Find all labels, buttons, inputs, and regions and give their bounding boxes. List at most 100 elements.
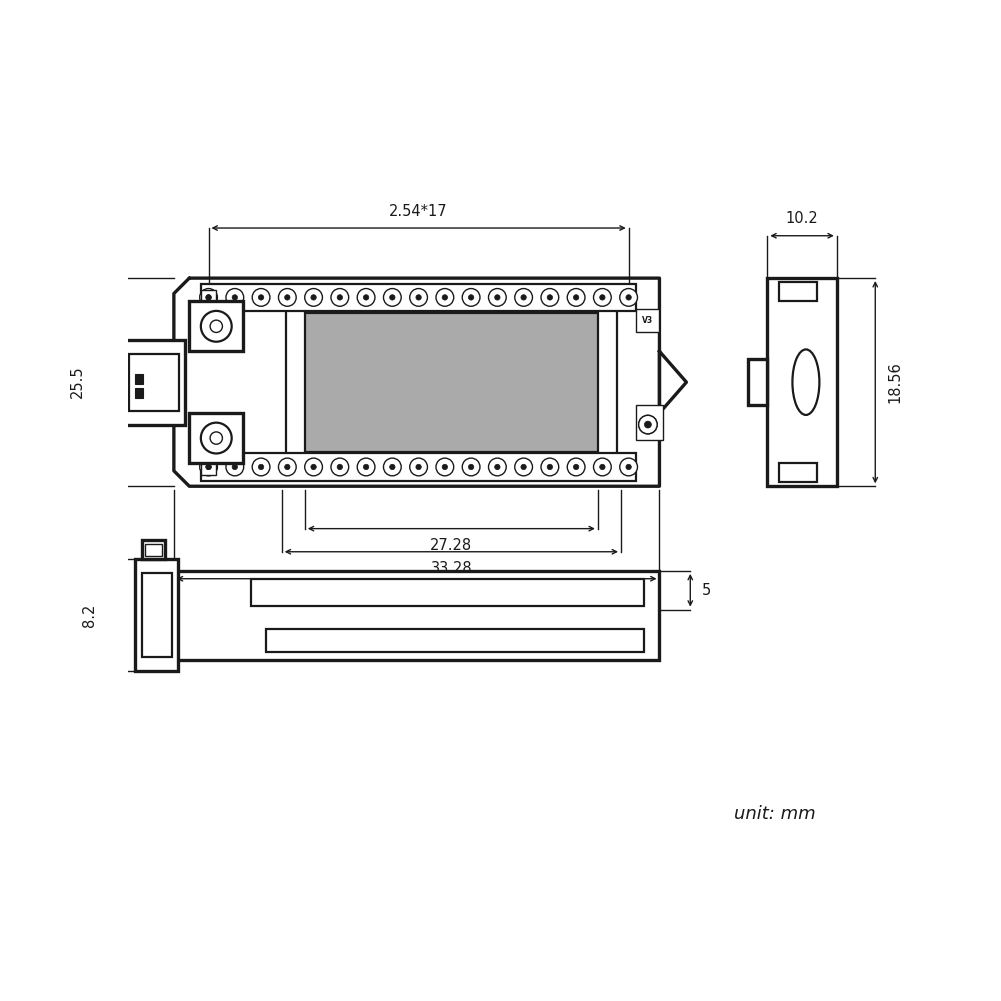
Bar (266, 629, 644, 652)
Polygon shape (174, 278, 660, 486)
Circle shape (415, 294, 421, 300)
Circle shape (645, 421, 652, 428)
Circle shape (600, 294, 605, 300)
Circle shape (409, 458, 427, 475)
Circle shape (206, 294, 211, 300)
Circle shape (442, 464, 447, 469)
Circle shape (468, 464, 473, 469)
Circle shape (541, 288, 559, 306)
Circle shape (284, 294, 290, 300)
Circle shape (462, 458, 479, 475)
Text: V3: V3 (643, 316, 654, 325)
Circle shape (436, 288, 453, 306)
Circle shape (568, 288, 585, 306)
Circle shape (639, 415, 657, 433)
Circle shape (515, 288, 533, 306)
Text: unit: mm: unit: mm (735, 805, 816, 823)
Bar (251, 579, 644, 606)
Circle shape (620, 288, 638, 306)
Text: 50.2: 50.2 (400, 588, 433, 603)
Bar (141, 541, 164, 560)
Text: 10.2: 10.2 (786, 211, 819, 226)
Circle shape (594, 288, 612, 306)
Circle shape (337, 464, 342, 469)
Bar (201, 283, 637, 311)
Bar (637, 309, 660, 332)
Circle shape (521, 464, 527, 469)
Circle shape (383, 458, 401, 475)
Circle shape (206, 464, 211, 469)
Circle shape (462, 288, 479, 306)
Circle shape (548, 464, 553, 469)
Circle shape (515, 458, 533, 475)
Bar (748, 359, 768, 405)
Bar (174, 571, 660, 660)
Bar (201, 453, 637, 480)
Circle shape (363, 464, 368, 469)
Bar (637, 405, 664, 440)
Circle shape (252, 458, 270, 475)
Circle shape (639, 415, 657, 433)
Bar (135, 560, 178, 672)
Circle shape (226, 458, 243, 475)
Bar (189, 301, 243, 351)
Polygon shape (660, 351, 687, 413)
Bar (144, 545, 161, 556)
Bar (779, 282, 818, 301)
Bar (201, 459, 216, 474)
Circle shape (626, 294, 632, 300)
Circle shape (620, 458, 638, 475)
Circle shape (415, 464, 421, 469)
Text: 5: 5 (702, 583, 711, 598)
Circle shape (600, 464, 605, 469)
Circle shape (331, 288, 348, 306)
Circle shape (574, 294, 579, 300)
Circle shape (541, 458, 559, 475)
Circle shape (357, 458, 375, 475)
Circle shape (311, 294, 316, 300)
Circle shape (548, 294, 553, 300)
Text: 27.28: 27.28 (430, 538, 472, 553)
Circle shape (494, 464, 500, 469)
Bar (135, 374, 143, 383)
Bar (129, 353, 179, 410)
Circle shape (206, 294, 211, 300)
Circle shape (363, 294, 368, 300)
Circle shape (258, 464, 264, 469)
Text: 18.56: 18.56 (887, 361, 902, 403)
Text: 25.5: 25.5 (70, 366, 85, 398)
Bar (285, 301, 617, 463)
Circle shape (201, 311, 231, 341)
Circle shape (252, 288, 270, 306)
Circle shape (304, 288, 322, 306)
Circle shape (389, 294, 395, 300)
Circle shape (258, 294, 264, 300)
Circle shape (304, 458, 322, 475)
Circle shape (521, 294, 527, 300)
Bar (135, 388, 143, 397)
Bar (305, 312, 598, 451)
Circle shape (199, 288, 217, 306)
Text: 2.54*17: 2.54*17 (389, 204, 447, 219)
Circle shape (278, 288, 296, 306)
Circle shape (383, 288, 401, 306)
Circle shape (389, 464, 395, 469)
Circle shape (494, 294, 500, 300)
Bar (779, 463, 818, 482)
Circle shape (574, 464, 579, 469)
Circle shape (409, 288, 427, 306)
Circle shape (331, 458, 348, 475)
Circle shape (337, 294, 342, 300)
Circle shape (210, 320, 222, 332)
Circle shape (278, 458, 296, 475)
Circle shape (568, 458, 585, 475)
Circle shape (357, 288, 375, 306)
Circle shape (232, 464, 237, 469)
Circle shape (488, 458, 507, 475)
Bar (141, 573, 172, 658)
Text: 33.28: 33.28 (430, 561, 472, 576)
Circle shape (226, 288, 243, 306)
Bar (768, 278, 837, 486)
Bar (189, 413, 243, 463)
Circle shape (206, 464, 211, 469)
